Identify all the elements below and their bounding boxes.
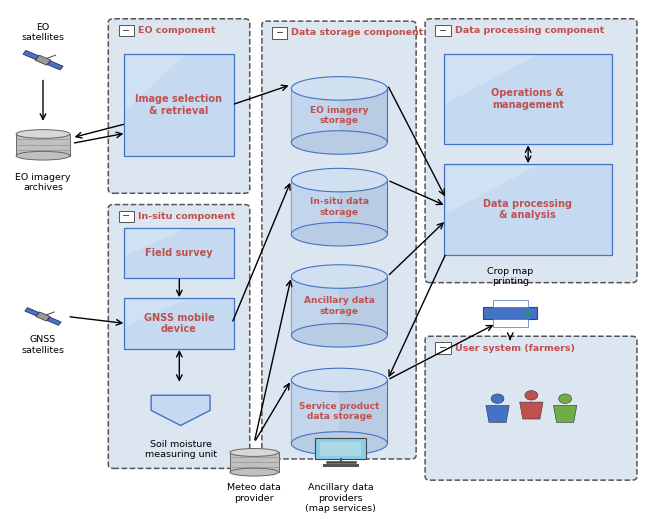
Polygon shape	[446, 56, 536, 103]
Ellipse shape	[291, 168, 388, 192]
FancyBboxPatch shape	[444, 53, 612, 144]
Text: In-situ component: In-situ component	[138, 212, 235, 221]
Text: Soil moisture
measuring unit: Soil moisture measuring unit	[145, 440, 216, 459]
Text: Ancillary data
providers
(map services): Ancillary data providers (map services)	[305, 484, 376, 513]
Ellipse shape	[526, 312, 530, 315]
Polygon shape	[47, 317, 61, 325]
FancyBboxPatch shape	[262, 21, 416, 459]
Text: EO
satellites: EO satellites	[21, 22, 65, 42]
Polygon shape	[291, 380, 339, 443]
Polygon shape	[291, 88, 339, 143]
Polygon shape	[554, 405, 577, 422]
Polygon shape	[126, 56, 184, 110]
Ellipse shape	[525, 391, 537, 400]
Ellipse shape	[230, 468, 278, 476]
Polygon shape	[291, 277, 388, 335]
FancyBboxPatch shape	[425, 336, 637, 480]
Text: −: −	[276, 28, 284, 38]
FancyBboxPatch shape	[123, 53, 234, 156]
Text: Ancillary data
storage: Ancillary data storage	[304, 296, 375, 316]
Polygon shape	[230, 453, 278, 472]
Text: In-situ data
storage: In-situ data storage	[310, 197, 369, 217]
FancyBboxPatch shape	[123, 228, 234, 278]
Polygon shape	[291, 88, 388, 143]
Polygon shape	[291, 180, 339, 234]
FancyBboxPatch shape	[118, 25, 134, 36]
Text: Meteo data
provider: Meteo data provider	[227, 484, 281, 503]
Text: Operations &
management: Operations & management	[492, 88, 564, 110]
Ellipse shape	[291, 223, 388, 246]
Polygon shape	[35, 55, 51, 65]
Polygon shape	[446, 166, 536, 214]
FancyBboxPatch shape	[118, 211, 134, 222]
Text: EO imagery
storage: EO imagery storage	[310, 106, 369, 125]
FancyBboxPatch shape	[272, 28, 287, 38]
Polygon shape	[23, 50, 39, 60]
Ellipse shape	[16, 130, 70, 139]
Polygon shape	[291, 277, 339, 335]
Ellipse shape	[291, 368, 388, 392]
Polygon shape	[486, 405, 509, 422]
Polygon shape	[493, 320, 528, 327]
Text: User system (farmers): User system (farmers)	[455, 344, 574, 352]
Polygon shape	[126, 229, 184, 255]
Polygon shape	[315, 438, 366, 459]
Polygon shape	[291, 180, 388, 234]
Text: −: −	[439, 343, 447, 353]
Text: Data processing component: Data processing component	[455, 26, 604, 35]
FancyBboxPatch shape	[109, 204, 250, 469]
Text: Image selection
& retrieval: Image selection & retrieval	[136, 94, 222, 116]
Polygon shape	[47, 61, 63, 70]
Polygon shape	[519, 402, 543, 419]
Text: Data storage component: Data storage component	[291, 29, 424, 37]
FancyBboxPatch shape	[444, 164, 612, 255]
FancyBboxPatch shape	[435, 25, 451, 36]
Text: GNSS
satellites: GNSS satellites	[21, 335, 65, 354]
Text: Field survey: Field survey	[145, 248, 213, 258]
FancyBboxPatch shape	[123, 298, 234, 349]
FancyBboxPatch shape	[109, 19, 250, 193]
Text: −: −	[439, 25, 447, 35]
Polygon shape	[151, 395, 210, 426]
Ellipse shape	[291, 432, 388, 455]
Text: EO component: EO component	[138, 26, 215, 35]
Ellipse shape	[559, 394, 572, 403]
Ellipse shape	[291, 265, 388, 288]
Polygon shape	[291, 380, 388, 443]
Text: Service product
data storage: Service product data storage	[299, 402, 379, 421]
Ellipse shape	[291, 131, 388, 154]
Ellipse shape	[491, 394, 504, 403]
Text: GNSS mobile
device: GNSS mobile device	[143, 313, 214, 334]
Text: Data processing
& analysis: Data processing & analysis	[483, 199, 572, 220]
Ellipse shape	[291, 323, 388, 347]
Text: −: −	[122, 25, 130, 35]
FancyBboxPatch shape	[425, 19, 637, 283]
FancyBboxPatch shape	[435, 343, 451, 353]
Polygon shape	[320, 442, 361, 456]
Polygon shape	[25, 308, 39, 316]
Text: Crop map
printing: Crop map printing	[487, 267, 534, 286]
Text: EO imagery
archives: EO imagery archives	[16, 173, 71, 193]
Polygon shape	[36, 312, 50, 321]
Ellipse shape	[230, 448, 278, 456]
Polygon shape	[16, 134, 70, 156]
Polygon shape	[483, 307, 537, 320]
Ellipse shape	[291, 77, 388, 100]
Text: −: −	[122, 211, 130, 221]
Ellipse shape	[16, 152, 70, 160]
Polygon shape	[493, 299, 528, 307]
Polygon shape	[126, 300, 184, 326]
